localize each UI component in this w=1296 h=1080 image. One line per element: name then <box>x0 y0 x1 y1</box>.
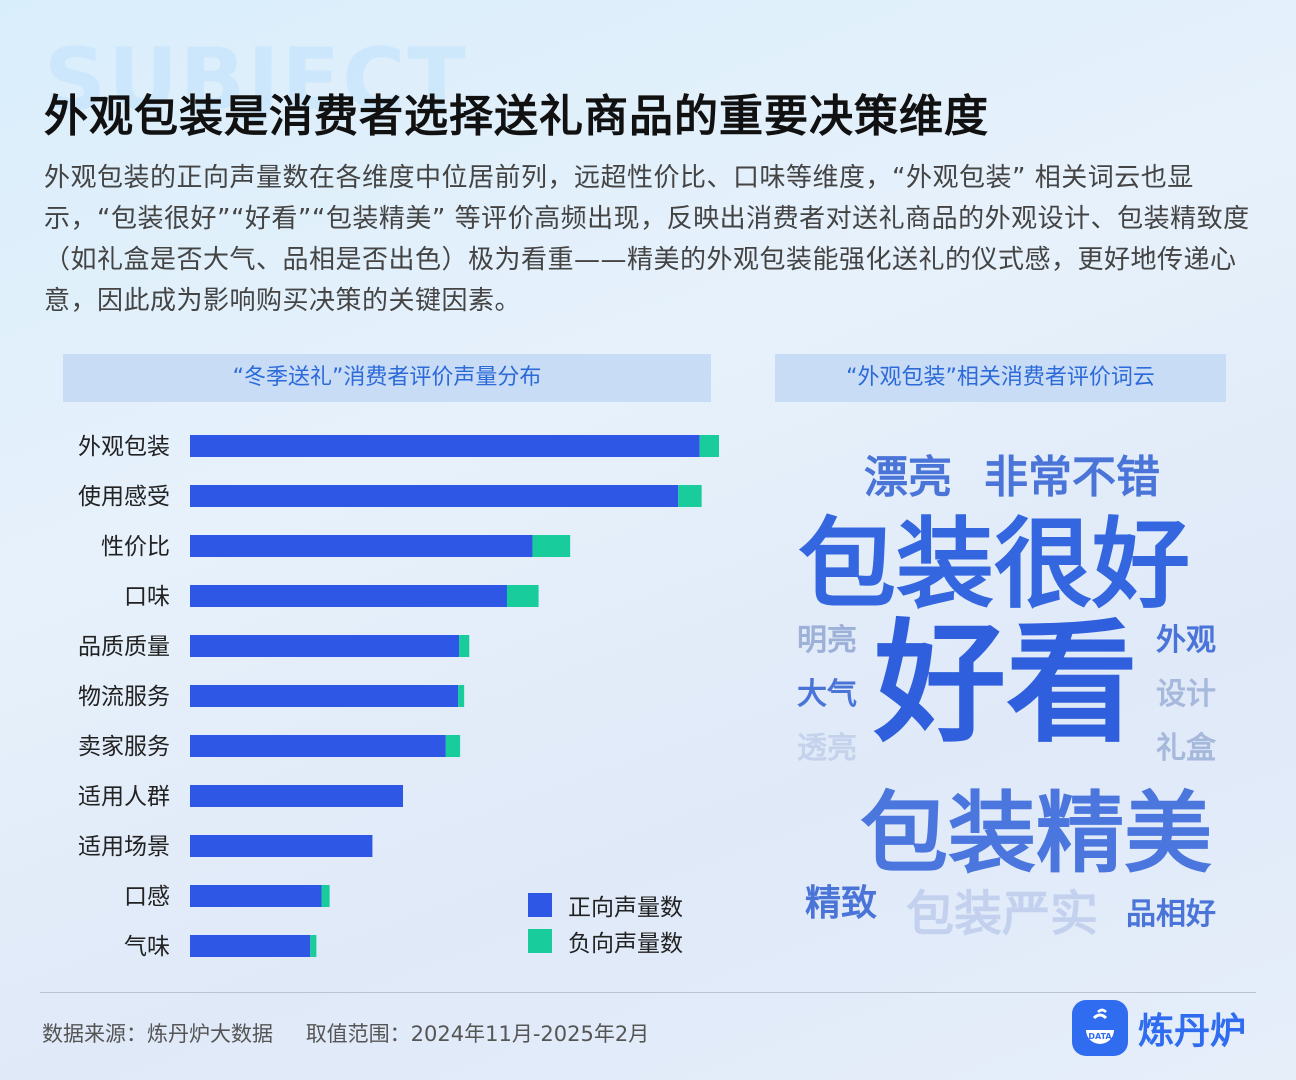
legend-label-positive: 正向声量数 <box>568 895 683 921</box>
bar-negative <box>678 485 702 507</box>
cloud-word-sheji: 设计 <box>1156 677 1216 712</box>
legend-swatch-positive <box>528 893 552 917</box>
bar-positive <box>190 435 700 457</box>
furnace-icon: DATA <box>1072 1000 1128 1056</box>
category-label: 性价比 <box>101 534 170 560</box>
cloud-word-waiguan: 外观 <box>1156 623 1216 658</box>
bar-negative <box>506 585 539 607</box>
cloud-word-baozhuang-yanshi: 包装严实 <box>906 886 1099 942</box>
word-cloud-title: “外观包装”相关消费者评价词云 <box>775 354 1226 402</box>
cloud-word-pinxianghao: 品相好 <box>1126 897 1216 932</box>
category-label: 外观包装 <box>78 434 170 460</box>
bar-negative <box>532 535 571 557</box>
category-label: 口味 <box>124 584 170 610</box>
bar-positive <box>190 785 404 807</box>
cloud-word-feichang-bucuo: 非常不错 <box>984 452 1160 503</box>
bar-positive <box>190 735 446 757</box>
footer-divider <box>40 992 1256 993</box>
bar-positive <box>190 935 311 957</box>
bar-positive <box>190 885 322 907</box>
page-description: 外观包装的正向声量数在各维度中位居前列，远超性价比、口味等维度，“外观包装” 相… <box>44 163 1250 316</box>
category-label: 卖家服务 <box>78 734 170 760</box>
cloud-word-touliang: 透亮 <box>797 731 857 766</box>
bar-positive <box>190 685 459 707</box>
background-watermark: SUBJECT <box>44 30 468 130</box>
bar-negative <box>445 735 461 757</box>
category-label: 适用人群 <box>78 784 170 810</box>
category-label: 适用场景 <box>78 834 170 860</box>
footer: 数据来源：炼丹炉大数据 取值范围：2024年11月-2025年2月 <box>42 1018 649 1048</box>
cloud-word-baozhuang-henhao: 包装很好 <box>798 508 1191 622</box>
category-label: 口感 <box>124 884 170 910</box>
cloud-word-lihe: 礼盒 <box>1156 731 1216 766</box>
date-range: 取值范围：2024年11月-2025年2月 <box>305 1022 650 1046</box>
bar-positive <box>190 835 373 857</box>
svg-text:DATA: DATA <box>1088 1032 1112 1041</box>
brand-name: 炼丹炉 <box>1138 1011 1247 1052</box>
cloud-word-mingliang: 明亮 <box>797 623 857 658</box>
cloud-word-baozhuang-jingmei: 包装精美 <box>860 782 1213 885</box>
bar-negative <box>459 635 470 657</box>
data-source: 数据来源：炼丹炉大数据 <box>42 1022 273 1046</box>
category-label: 品质质量 <box>78 634 170 660</box>
chart-legend: 正向声量数 负向声量数 <box>528 887 683 959</box>
legend-swatch-negative <box>528 929 552 953</box>
legend-item-negative: 负向声量数 <box>528 923 683 959</box>
bar-positive <box>190 585 507 607</box>
category-label: 使用感受 <box>78 484 170 510</box>
cloud-word-piaoliang: 漂亮 <box>864 452 952 503</box>
bar-negative <box>310 935 317 957</box>
cloud-word-haokan: 好看 <box>874 607 1138 761</box>
brand-logo: DATA 炼丹炉 <box>1072 1000 1246 1056</box>
bar-negative <box>699 435 719 457</box>
category-label: 气味 <box>124 934 170 960</box>
bar-positive <box>190 535 533 557</box>
cloud-word-jingzhi: 精致 <box>805 883 878 924</box>
legend-item-positive: 正向声量数 <box>528 887 683 923</box>
bar-positive <box>190 635 460 657</box>
bar-chart-title: “冬季送礼”消费者评价声量分布 <box>63 354 711 402</box>
page-title: 外观包装是消费者选择送礼商品的重要决策维度 <box>44 91 989 142</box>
cloud-word-daqi: 大气 <box>797 677 857 712</box>
bar-negative <box>321 885 330 907</box>
legend-label-negative: 负向声量数 <box>568 931 683 957</box>
bar-negative <box>458 685 465 707</box>
category-label: 物流服务 <box>78 684 170 710</box>
bar-positive <box>190 485 679 507</box>
